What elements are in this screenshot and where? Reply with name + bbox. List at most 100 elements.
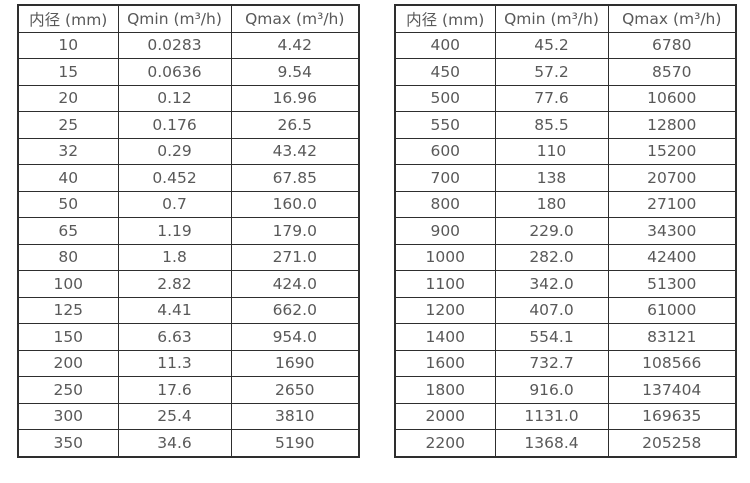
- qmax-cell: 179.0: [230, 217, 360, 245]
- qmax-cell: 12800: [607, 111, 737, 139]
- qmax-cell: 160.0: [230, 190, 360, 218]
- qmin-cell: 138: [494, 164, 609, 192]
- table-row: 150 6.63 954.0: [17, 323, 360, 351]
- table-row: 600 110 15200: [394, 137, 737, 165]
- table-row: 20 0.12 16.96: [17, 84, 360, 112]
- flow-table-small-diameters: 内径 (mm) Qmin (m³/h) Qmax (m³/h) 10 0.0283 4.4…: [17, 4, 360, 458]
- table-row: 125 4.41 662.0: [17, 296, 360, 324]
- qmin-cell: 732.7: [494, 349, 609, 377]
- table-row: 500 77.6 10600: [394, 84, 737, 112]
- table-row: 550 85.5 12800: [394, 111, 737, 139]
- diameter-cell: 1000: [394, 243, 496, 271]
- qmin-cell: 282.0: [494, 243, 609, 271]
- qmin-cell: 180: [494, 190, 609, 218]
- qmin-cell: 916.0: [494, 376, 609, 404]
- qmin-cell: 0.176: [117, 111, 232, 139]
- diameter-cell: 1100: [394, 270, 496, 298]
- diameter-cell: 1800: [394, 376, 496, 404]
- table-row: 800 180 27100: [394, 190, 737, 218]
- qmin-cell: 0.0636: [117, 58, 232, 86]
- qmax-cell: 51300: [607, 270, 737, 298]
- table-row: 50 0.7 160.0: [17, 190, 360, 218]
- qmax-cell: 4.42: [230, 31, 360, 59]
- table-row: 100 2.82 424.0: [17, 270, 360, 298]
- table-row: 1600 732.7 108566: [394, 349, 737, 377]
- diameter-cell: 600: [394, 137, 496, 165]
- qmin-cell: 554.1: [494, 323, 609, 351]
- diameter-cell: 250: [17, 376, 119, 404]
- diameter-cell: 2000: [394, 402, 496, 430]
- table-row: 10 0.0283 4.42: [17, 31, 360, 59]
- diameter-cell: 700: [394, 164, 496, 192]
- qmax-cell: 954.0: [230, 323, 360, 351]
- table-row: 900 229.0 34300: [394, 217, 737, 245]
- diameter-cell: 100: [17, 270, 119, 298]
- diameter-cell: 25: [17, 111, 119, 139]
- qmin-cell: 0.12: [117, 84, 232, 112]
- header-qmax: Qmax (m³/h): [607, 4, 737, 33]
- qmin-cell: 0.7: [117, 190, 232, 218]
- qmax-cell: 2650: [230, 376, 360, 404]
- table-row: 2000 1131.0 169635: [394, 402, 737, 430]
- table-row: 250 17.6 2650: [17, 376, 360, 404]
- diameter-cell: 1600: [394, 349, 496, 377]
- table-row: 300 25.4 3810: [17, 402, 360, 430]
- qmin-cell: 407.0: [494, 296, 609, 324]
- qmax-cell: 10600: [607, 84, 737, 112]
- qmax-cell: 9.54: [230, 58, 360, 86]
- header-row: 内径 (mm) Qmin (m³/h) Qmax (m³/h): [394, 4, 737, 33]
- diameter-cell: 300: [17, 402, 119, 430]
- diameter-cell: 550: [394, 111, 496, 139]
- table-row: 1800 916.0 137404: [394, 376, 737, 404]
- qmax-cell: 205258: [607, 429, 737, 457]
- qmin-cell: 0.452: [117, 164, 232, 192]
- header-qmax: Qmax (m³/h): [230, 4, 360, 33]
- table-row: 700 138 20700: [394, 164, 737, 192]
- table-row: 32 0.29 43.42: [17, 137, 360, 165]
- qmax-cell: 16.96: [230, 84, 360, 112]
- qmin-cell: 77.6: [494, 84, 609, 112]
- qmax-cell: 3810: [230, 402, 360, 430]
- diameter-cell: 15: [17, 58, 119, 86]
- qmin-cell: 11.3: [117, 349, 232, 377]
- header-diameter: 内径 (mm): [17, 4, 119, 33]
- diameter-cell: 1400: [394, 323, 496, 351]
- diameter-cell: 40: [17, 164, 119, 192]
- qmin-cell: 57.2: [494, 58, 609, 86]
- table-row: 25 0.176 26.5: [17, 111, 360, 139]
- qmax-cell: 67.85: [230, 164, 360, 192]
- table-row: 200 11.3 1690: [17, 349, 360, 377]
- qmin-cell: 6.63: [117, 323, 232, 351]
- qmax-cell: 15200: [607, 137, 737, 165]
- qmin-cell: 2.82: [117, 270, 232, 298]
- header-qmin: Qmin (m³/h): [494, 4, 609, 33]
- qmin-cell: 85.5: [494, 111, 609, 139]
- header-row: 内径 (mm) Qmin (m³/h) Qmax (m³/h): [17, 4, 360, 33]
- qmin-cell: 229.0: [494, 217, 609, 245]
- qmax-cell: 34300: [607, 217, 737, 245]
- diameter-cell: 450: [394, 58, 496, 86]
- diameter-cell: 65: [17, 217, 119, 245]
- diameter-cell: 125: [17, 296, 119, 324]
- qmin-cell: 110: [494, 137, 609, 165]
- flow-table-large-diameters: 内径 (mm) Qmin (m³/h) Qmax (m³/h) 400 45.2 6780…: [394, 4, 737, 458]
- qmax-cell: 43.42: [230, 137, 360, 165]
- qmin-cell: 1131.0: [494, 402, 609, 430]
- qmin-cell: 45.2: [494, 31, 609, 59]
- qmax-cell: 137404: [607, 376, 737, 404]
- table-row: 400 45.2 6780: [394, 31, 737, 59]
- qmax-cell: 8570: [607, 58, 737, 86]
- table-row: 350 34.6 5190: [17, 429, 360, 457]
- diameter-cell: 350: [17, 429, 119, 457]
- qmin-cell: 342.0: [494, 270, 609, 298]
- diameter-cell: 200: [17, 349, 119, 377]
- diameter-cell: 2200: [394, 429, 496, 457]
- diameter-cell: 20: [17, 84, 119, 112]
- qmax-cell: 20700: [607, 164, 737, 192]
- header-qmin: Qmin (m³/h): [117, 4, 232, 33]
- qmin-cell: 0.29: [117, 137, 232, 165]
- table-row: 1400 554.1 83121: [394, 323, 737, 351]
- table-row: 1100 342.0 51300: [394, 270, 737, 298]
- diameter-cell: 800: [394, 190, 496, 218]
